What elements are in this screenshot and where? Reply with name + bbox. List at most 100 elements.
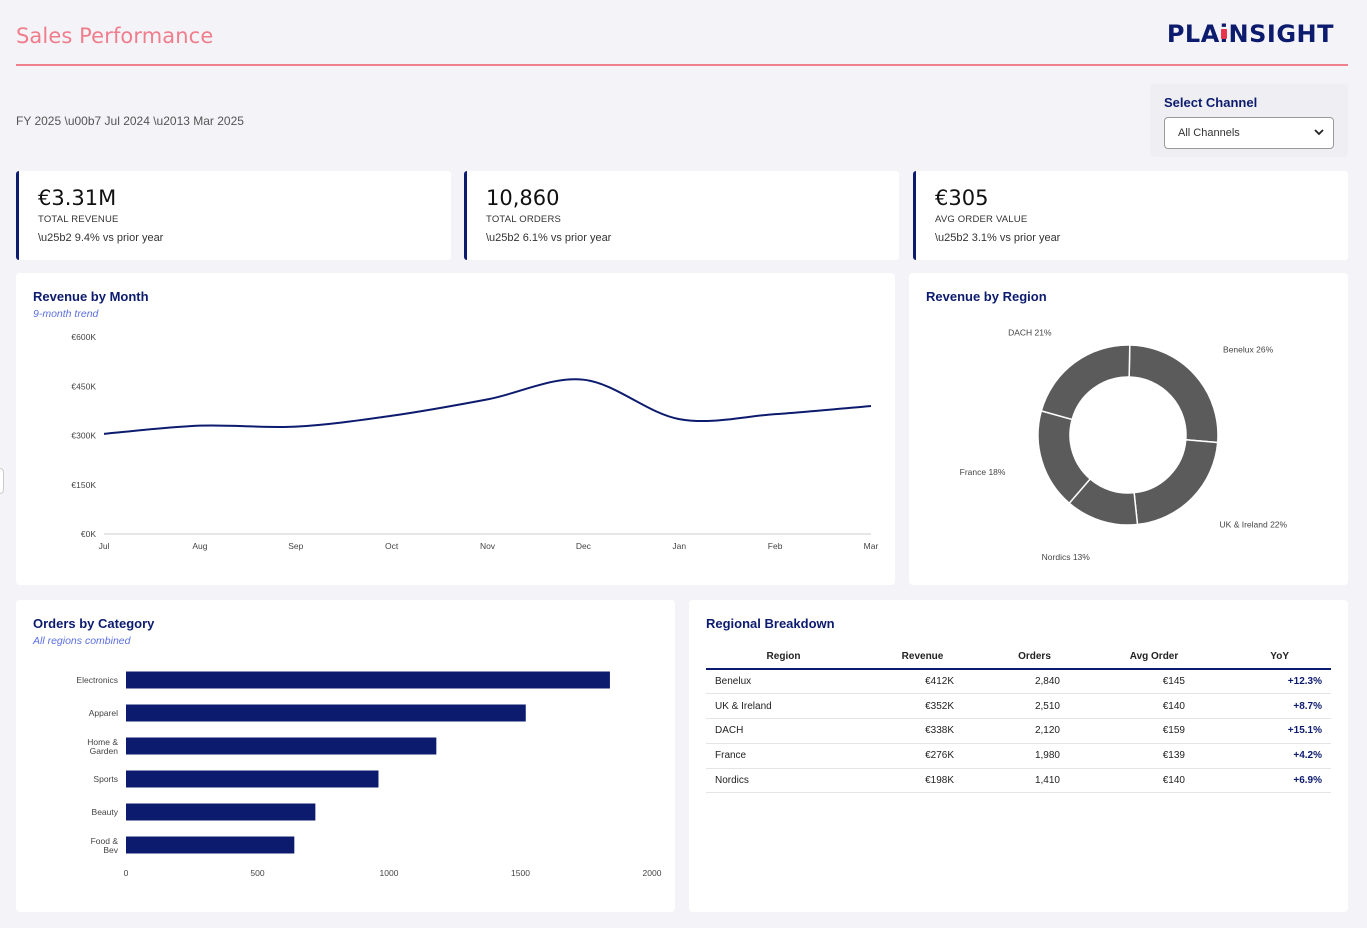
category-bar xyxy=(126,836,295,854)
revenue-line-chart: €0K €150K €300K €450K €600K Jul Aug Sep Oct Nov De… xyxy=(71,332,879,551)
table-cell: UK & Ireland xyxy=(706,693,861,720)
kpi-change: \u25b2 9.4% vs prior year xyxy=(38,232,164,244)
kpi-card-orders: 10,860 TOTAL ORDERS \u25b2 6.1% vs prior… xyxy=(464,171,899,260)
column-header: Revenue xyxy=(861,645,984,670)
x-tick-label: Feb xyxy=(768,541,783,551)
logo-dot xyxy=(1221,29,1228,39)
page-title: Sales Performance xyxy=(16,24,214,48)
table-cell: €198K xyxy=(861,768,984,794)
x-tick-label: Dec xyxy=(576,541,592,551)
channel-filter-label: Select Channel xyxy=(1164,95,1258,110)
table-cell: +8.7% xyxy=(1223,693,1331,720)
category-label: Apparel xyxy=(89,708,118,718)
table-cell: €139 xyxy=(1085,743,1223,769)
table-cell: +4.2% xyxy=(1223,743,1331,769)
column-header: YoY xyxy=(1223,645,1331,670)
x-tick-label: Jan xyxy=(672,541,686,551)
revenue-series-line xyxy=(103,378,872,435)
card-subtitle: All regions combined xyxy=(33,635,131,647)
side-panel-handle[interactable] xyxy=(0,468,4,494)
x-tick-label: Sep xyxy=(288,541,303,551)
category-bar xyxy=(126,671,610,689)
logo-accent: i xyxy=(1220,20,1229,48)
category-label: Food & xyxy=(91,836,119,846)
period-subtitle: FY 2025 \u00b7 Jul 2024 \u2013 Mar 2025 xyxy=(16,114,244,128)
table-row: DACH €338K 2,120 €159 +15.1% xyxy=(706,718,1331,744)
x-tick-label: 1500 xyxy=(511,868,530,878)
category-label: Electronics xyxy=(76,675,118,685)
kpi-card-revenue: €3.31M TOTAL REVENUE \u25b2 9.4% vs prio… xyxy=(16,171,451,260)
table-cell: €159 xyxy=(1085,718,1223,744)
page-header: Sales Performance PLAiNSIGHT xyxy=(16,0,1348,66)
x-tick-label: Nov xyxy=(480,541,496,551)
table-cell: €338K xyxy=(861,718,984,744)
x-tick-label: Aug xyxy=(192,541,207,551)
category-label: Home & xyxy=(87,737,118,747)
x-tick-label: 0 xyxy=(124,868,129,878)
kpi-change: \u25b2 6.1% vs prior year xyxy=(486,232,612,244)
category-label: Garden xyxy=(90,746,119,756)
category-bar xyxy=(126,803,316,821)
y-tick-label: €300K xyxy=(71,431,96,441)
table-row: Nordics €198K 1,410 €140 +6.9% xyxy=(706,768,1331,794)
regional-breakdown-card: Regional Breakdown Region Revenue Orders… xyxy=(689,600,1348,912)
channel-filter: Select Channel All Channels xyxy=(1150,84,1348,157)
table-cell: +6.9% xyxy=(1223,768,1331,794)
x-tick-label: 2000 xyxy=(643,868,662,878)
category-bar xyxy=(126,770,379,788)
brand-logo: PLAiNSIGHT xyxy=(1166,20,1334,48)
channel-select-value: All Channels xyxy=(1178,127,1240,139)
category-bar xyxy=(126,704,526,722)
table-cell: €352K xyxy=(861,693,984,720)
y-tick-label: €150K xyxy=(71,480,96,490)
kpi-label: TOTAL REVENUE xyxy=(38,214,119,225)
table-cell: DACH xyxy=(706,718,861,744)
revenue-by-region-card: Revenue by Region Benelux 26% UK & Irelan… xyxy=(909,273,1348,585)
x-tick-label: Mar xyxy=(864,541,879,551)
kpi-card-aov: €305 AVG ORDER VALUE \u25b2 3.1% vs prio… xyxy=(913,171,1348,260)
table-cell: €412K xyxy=(861,669,984,695)
revenue-by-month-card: Revenue by Month 9-month trend €0K €150K €… xyxy=(16,273,895,585)
card-title: Regional Breakdown xyxy=(706,616,835,631)
slice-label: UK & Ireland 22% xyxy=(1220,519,1288,529)
card-title: Orders by Category xyxy=(33,616,155,631)
table-cell: +15.1% xyxy=(1223,718,1331,744)
channel-select[interactable]: All Channels xyxy=(1164,117,1334,149)
column-header: Region xyxy=(706,645,861,670)
x-tick-label: 1000 xyxy=(380,868,399,878)
kpi-label: AVG ORDER VALUE xyxy=(935,214,1028,225)
table-cell: €140 xyxy=(1085,693,1223,720)
x-tick-label: Oct xyxy=(385,541,399,551)
table-cell: +12.3% xyxy=(1223,669,1331,695)
chevron-down-icon xyxy=(1314,129,1324,136)
table-row: France €276K 1,980 €139 +4.2% xyxy=(706,743,1331,769)
kpi-value: 10,860 xyxy=(486,186,560,210)
kpi-change: \u25b2 3.1% vs prior year xyxy=(935,232,1061,244)
table-header-row: Region Revenue Orders Avg Order YoY xyxy=(706,645,1331,670)
table-cell: 2,510 xyxy=(984,693,1085,720)
category-label: Beauty xyxy=(92,807,119,817)
table-cell: €276K xyxy=(861,743,984,769)
table-cell: 2,840 xyxy=(984,669,1085,695)
kpi-value: €3.31M xyxy=(38,186,117,210)
column-header: Avg Order xyxy=(1085,645,1223,670)
orders-by-category-card: Orders by Category All regions combined … xyxy=(16,600,675,912)
table-cell: Benelux xyxy=(706,669,861,695)
region-donut-chart: Benelux 26% UK & Ireland 22% Nordics 13% Fr… xyxy=(960,327,1288,562)
kpi-value: €305 xyxy=(935,186,989,210)
table-cell: France xyxy=(706,743,861,769)
slice-label: France 18% xyxy=(960,467,1006,477)
column-header: Orders xyxy=(984,645,1085,670)
table-cell: €145 xyxy=(1085,669,1223,695)
table-cell: 1,980 xyxy=(984,743,1085,769)
y-tick-label: €450K xyxy=(71,381,96,391)
card-title: Revenue by Month xyxy=(33,289,149,304)
y-tick-label: €0K xyxy=(81,529,96,539)
category-label: Sports xyxy=(93,774,118,784)
category-bar-chart: Electronics Apparel Home &Garden Sports Beau… xyxy=(76,671,662,878)
card-title: Revenue by Region xyxy=(926,289,1047,304)
category-label: Bev xyxy=(103,845,118,855)
table-row: Benelux €412K 2,840 €145 +12.3% xyxy=(706,669,1331,695)
x-tick-label: 500 xyxy=(250,868,264,878)
regional-breakdown-table: Region Revenue Orders Avg Order YoY Bene… xyxy=(706,645,1331,794)
